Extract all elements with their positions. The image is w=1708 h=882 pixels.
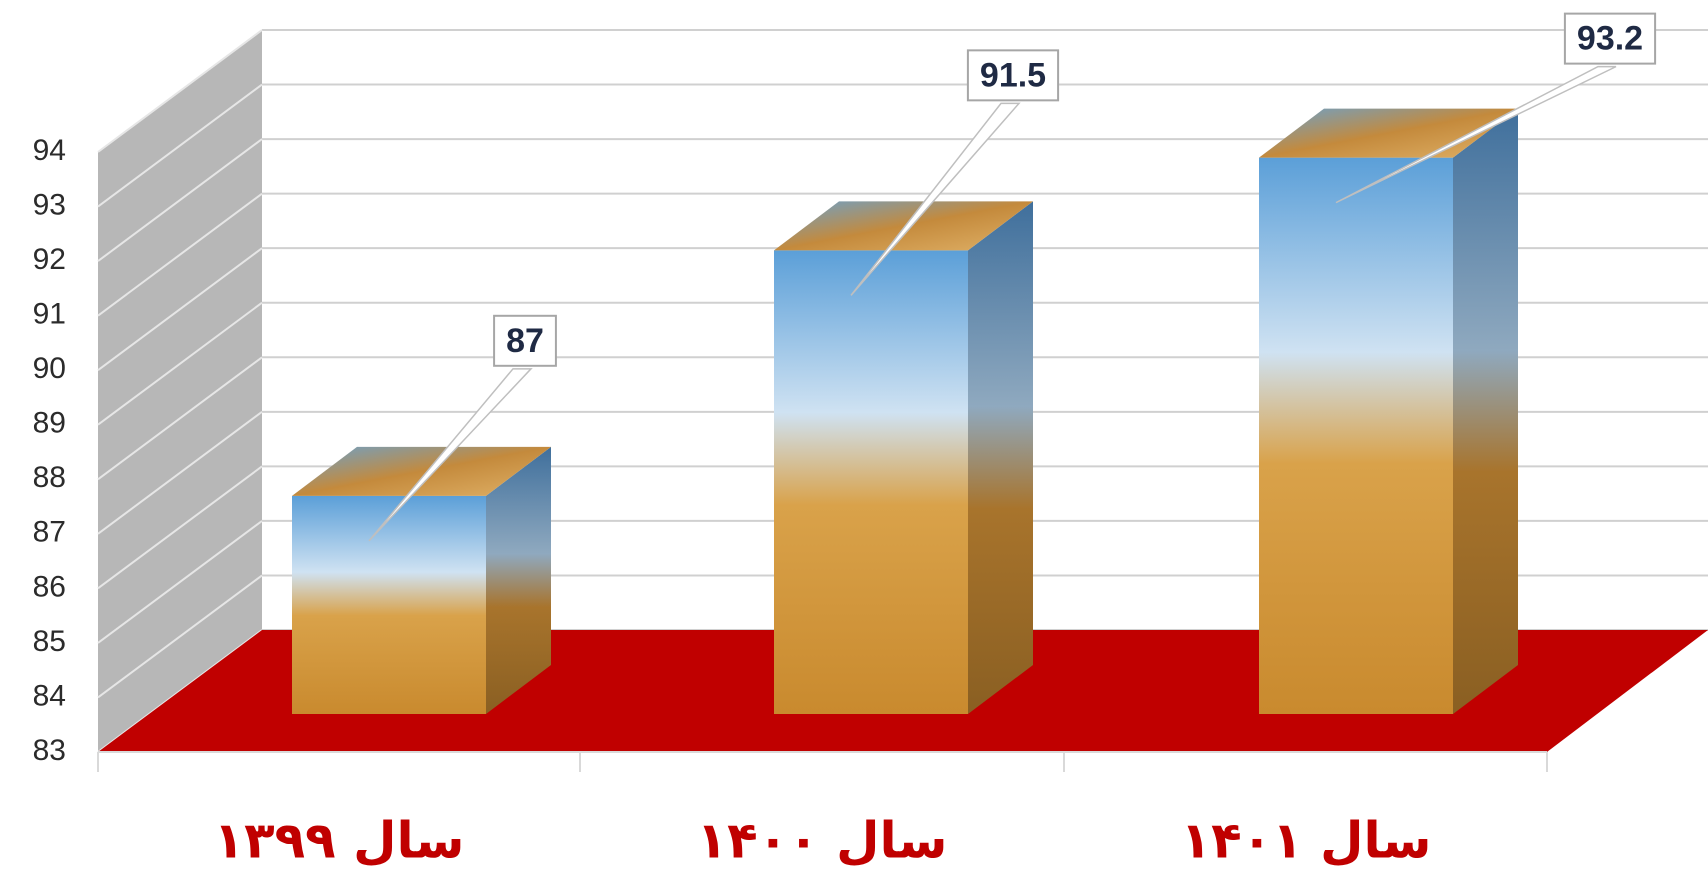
leader-line <box>368 368 533 542</box>
y-tick-label: 87 <box>33 516 66 549</box>
y-tick-label: 84 <box>33 679 66 712</box>
side-grid-line <box>97 574 263 699</box>
side-grid-line <box>97 356 263 481</box>
bar-side <box>1453 108 1518 715</box>
y-tick-label: 94 <box>33 134 66 167</box>
value-label-box <box>493 314 557 367</box>
y-tick-label: 92 <box>33 243 66 276</box>
side-grid-line <box>97 520 263 644</box>
bar-front <box>292 495 486 714</box>
side-grid-line <box>97 301 263 426</box>
bar-top <box>774 201 1033 251</box>
bar-side <box>486 446 551 714</box>
side-grid-line <box>97 138 263 262</box>
y-tick-label: 83 <box>33 734 66 767</box>
leader-line <box>850 102 1021 296</box>
y-tick-label: 88 <box>33 461 66 494</box>
value-label: 93.2 <box>1577 20 1643 58</box>
y-tick-label: 85 <box>33 625 66 658</box>
y-tick-label: 93 <box>33 188 66 221</box>
bar-side <box>968 201 1033 714</box>
side-grid-line <box>97 192 263 317</box>
value-label: 91.5 <box>980 56 1046 94</box>
side-grid-line <box>97 29 263 153</box>
value-label-box <box>966 49 1060 102</box>
y-tick-label: 89 <box>33 407 66 440</box>
side-grid-line <box>97 83 263 208</box>
side-grid-line <box>97 411 263 535</box>
y-tick-label: 90 <box>33 352 66 385</box>
side-grid-line <box>97 247 263 371</box>
y-tick-label: 91 <box>33 298 66 331</box>
x-tick-label: سال ۱۳۹۹ <box>214 812 465 870</box>
bar-front <box>774 250 968 714</box>
side-grid-line <box>97 465 263 590</box>
x-tick-label: سال ۱۴۰۱ <box>1181 812 1432 870</box>
y-tick-label: 86 <box>33 570 66 603</box>
side-wall <box>98 30 262 752</box>
x-axis-ticks <box>97 752 1548 772</box>
leader-line <box>1335 65 1617 204</box>
x-tick-label: سال ۱۴۰۰ <box>697 812 948 870</box>
value-label-box <box>1563 12 1657 65</box>
bar-front <box>1259 157 1453 715</box>
bar-top <box>292 446 551 496</box>
value-label: 87 <box>506 322 544 360</box>
